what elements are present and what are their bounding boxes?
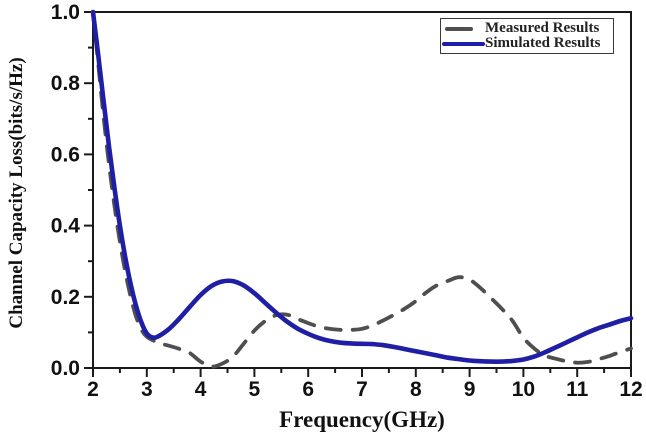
x-tick-label: 4 (195, 378, 207, 401)
x-tick-label: 5 (249, 378, 261, 401)
y-axis-title: Channel Capacity Loss(bits/s/Hz) (6, 57, 27, 329)
x-tick-label: 7 (356, 378, 368, 401)
x-tick-label: 6 (302, 378, 314, 401)
y-tick-label: 1.0 (51, 1, 80, 24)
y-tick-label: 0.0 (51, 357, 80, 380)
curve-simulated (90, 9, 634, 364)
simulated-line-sample (442, 41, 485, 46)
axes-frame (92, 11, 632, 369)
x-tick-label: 9 (464, 378, 476, 401)
y-tick-label: 0.6 (51, 143, 80, 166)
curve-measured (91, 10, 633, 369)
legend-label-measured: Measured Results (485, 20, 600, 36)
x-tick-label: 3 (141, 378, 153, 401)
x-tick-label: 11 (566, 378, 589, 401)
legend-item-measured: Measured Results (441, 20, 613, 36)
measured-line-sample (445, 26, 473, 31)
legend-item-simulated: Simulated Results (441, 35, 613, 51)
legend-label-simulated: Simulated Results (485, 35, 601, 51)
x-tick-label: 2 (87, 378, 99, 401)
x-tick-label: 8 (410, 378, 422, 401)
legend: Measured Results Simulated Results (440, 18, 614, 54)
y-tick-label: 0.4 (51, 215, 81, 238)
x-tick-label: 10 (512, 378, 535, 401)
y-tick-label: 0.8 (51, 72, 81, 95)
x-tick-label: 12 (619, 378, 642, 401)
y-tick-label: 0.2 (51, 286, 80, 309)
x-axis-title: Frequency(GHz) (279, 407, 445, 432)
